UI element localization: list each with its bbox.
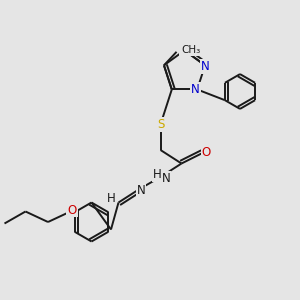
Text: O: O: [202, 146, 211, 160]
Text: N: N: [180, 44, 189, 57]
Text: H: H: [153, 168, 162, 181]
Text: N: N: [136, 184, 146, 197]
Text: H: H: [106, 191, 116, 205]
Text: N: N: [201, 60, 209, 73]
Text: N: N: [191, 83, 200, 96]
Text: O: O: [68, 203, 76, 217]
Text: S: S: [157, 118, 164, 131]
Text: CH₃: CH₃: [181, 45, 200, 55]
Text: N: N: [161, 172, 170, 185]
